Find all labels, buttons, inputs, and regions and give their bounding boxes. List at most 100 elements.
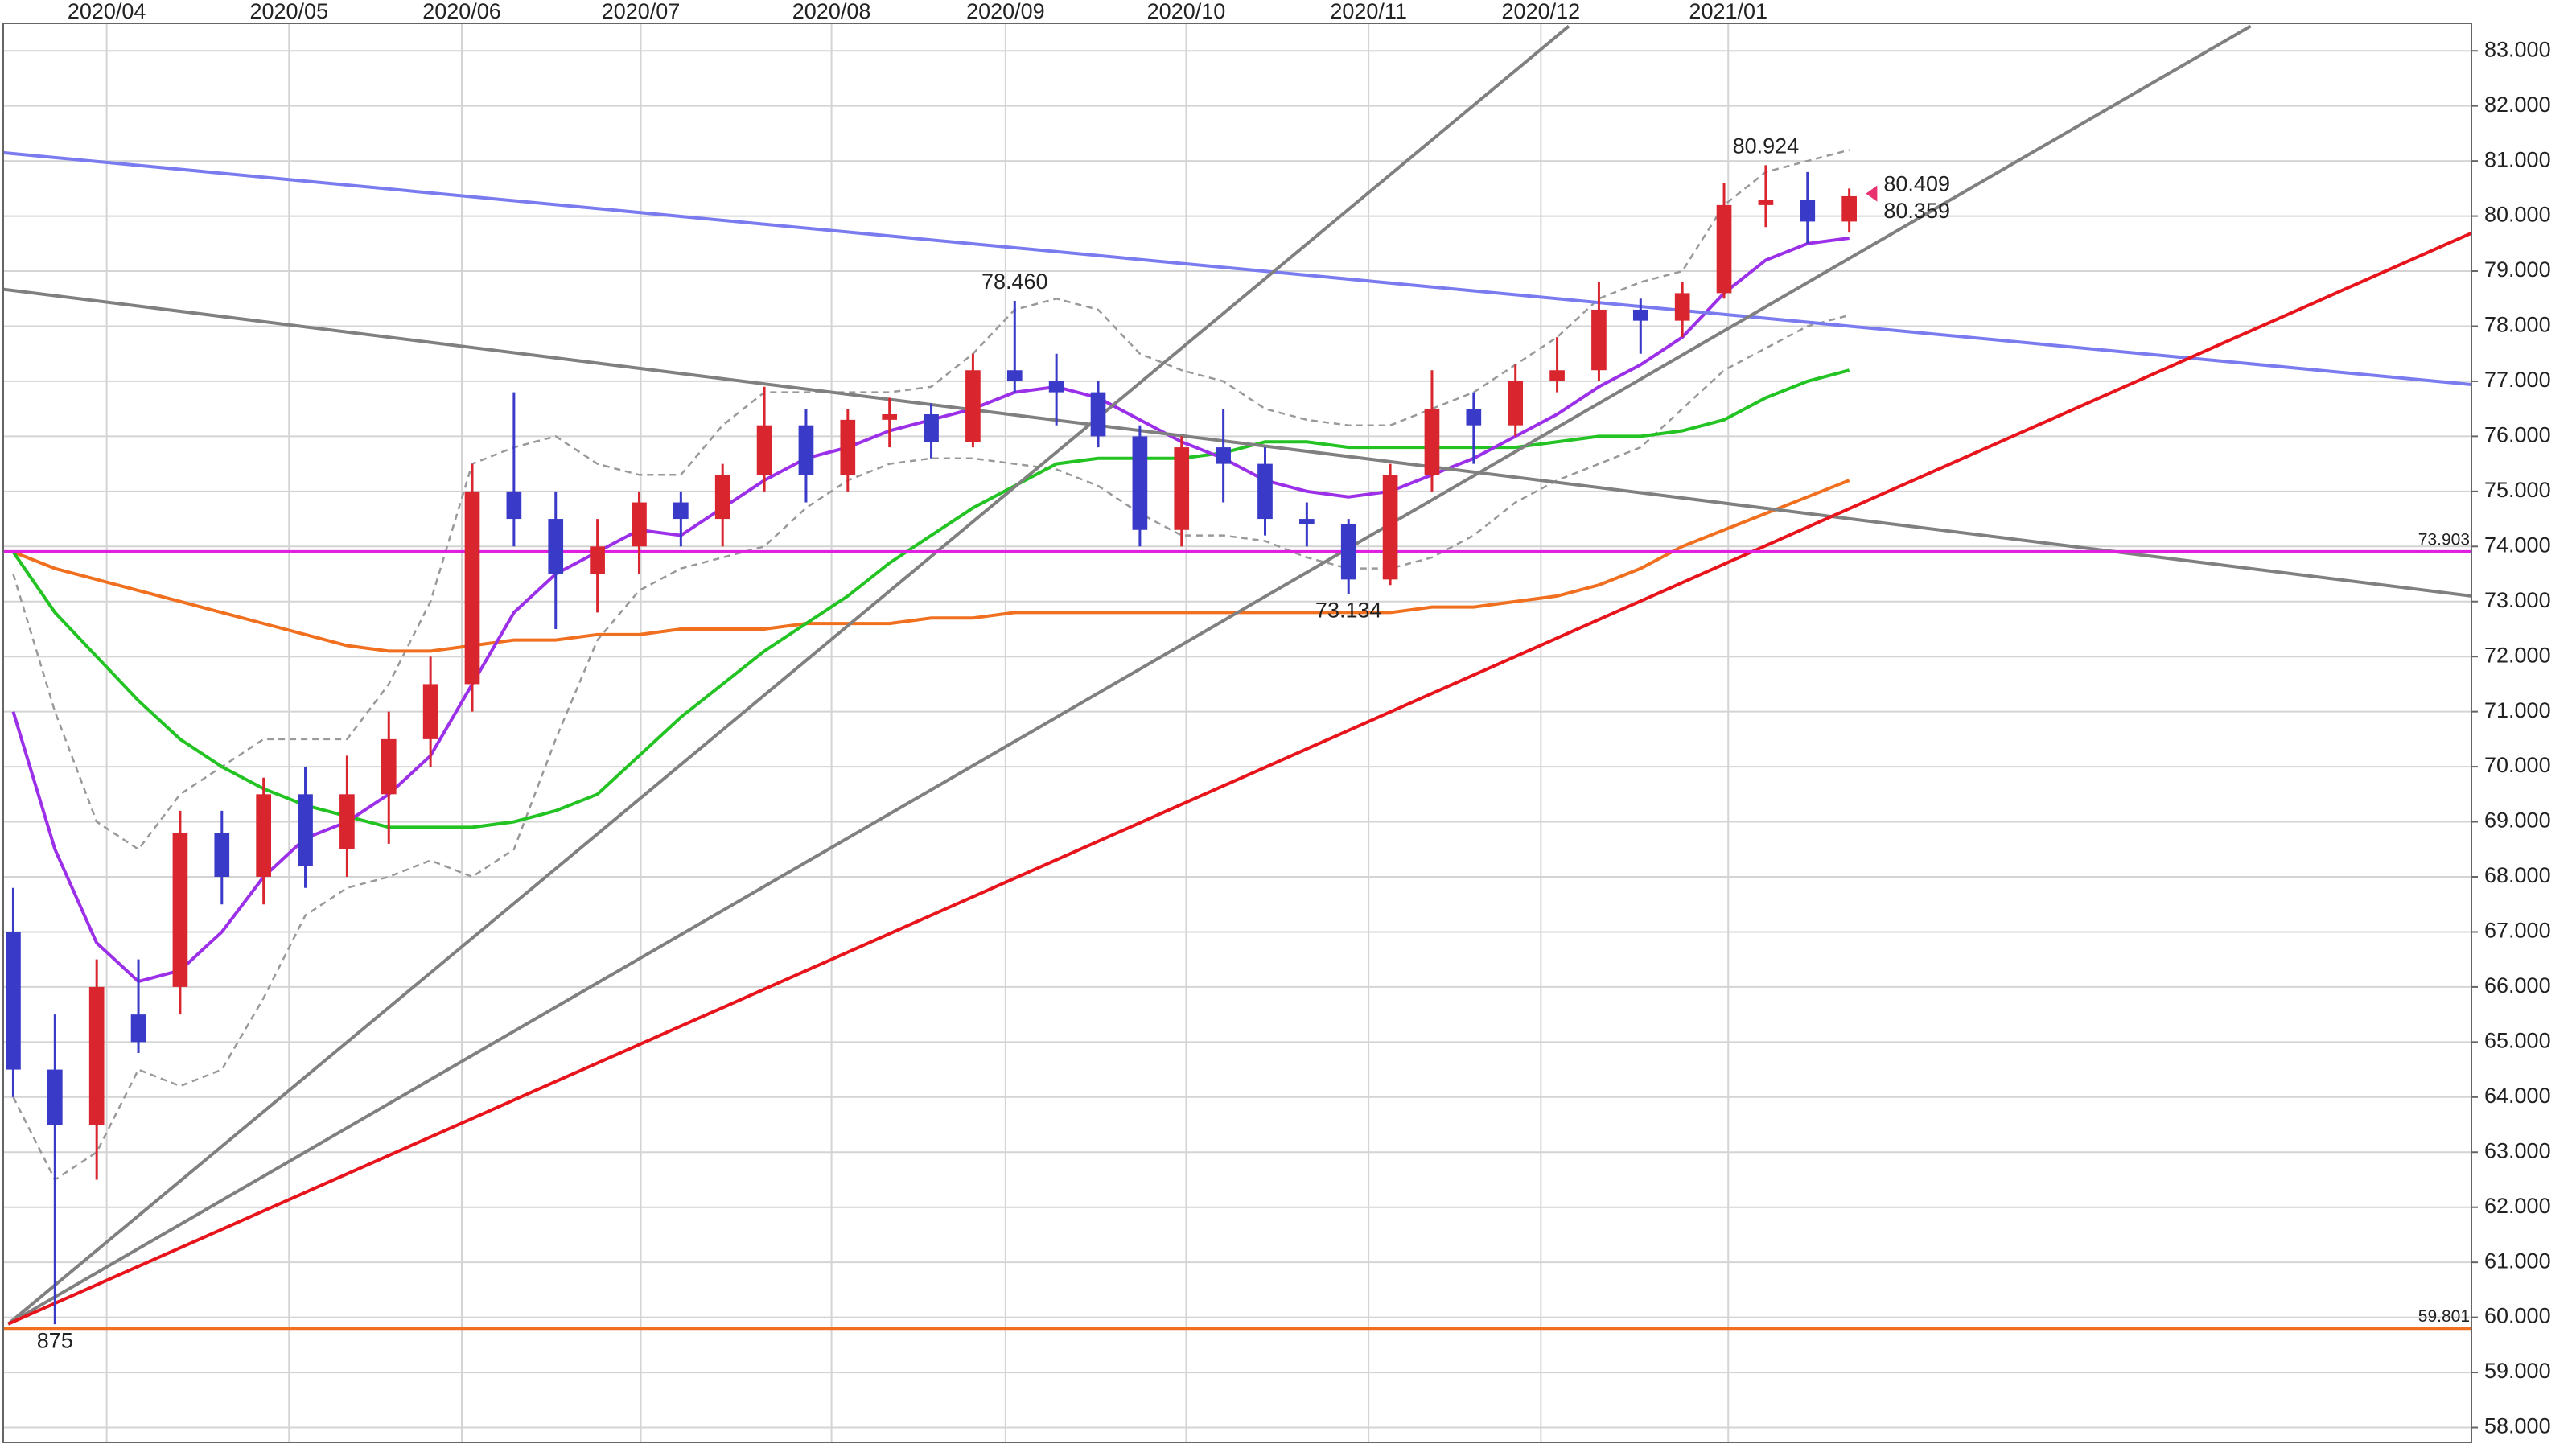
y-tick-label: 61.000	[2484, 1248, 2551, 1273]
y-tick-label: 77.000	[2484, 368, 2551, 392]
y-tick-label: 58.000	[2484, 1414, 2551, 1438]
candle-body	[1090, 392, 1106, 437]
candle-body	[1632, 309, 1648, 321]
candle-body	[840, 419, 856, 475]
candle-body	[673, 502, 689, 520]
candle-body	[464, 491, 480, 685]
candle-body	[632, 502, 647, 547]
plot-border	[2, 23, 2472, 1443]
candle-body	[1006, 370, 1023, 381]
y-tick-label: 64.000	[2484, 1084, 2551, 1108]
trend-line	[3, 150, 2471, 387]
candle-body	[548, 519, 564, 574]
candle-body	[1048, 381, 1064, 393]
indicator-line	[11, 368, 1850, 829]
candle-body	[214, 833, 230, 878]
candle-body	[1549, 370, 1565, 381]
x-tick-label: 2020/04	[68, 0, 146, 23]
candle-body	[1382, 475, 1398, 580]
price-annotation: 80.924	[1733, 134, 1800, 158]
candle-body	[6, 932, 21, 1070]
candle-body	[47, 1069, 63, 1125]
x-tick-label: 2021/01	[1689, 0, 1767, 23]
horizontal-line-label: 59.801	[2418, 1307, 2470, 1326]
candle-body	[1216, 447, 1231, 464]
candle-body	[422, 684, 438, 739]
current-price-label: 80.359	[1883, 199, 1950, 223]
y-tick-label: 63.000	[2484, 1138, 2551, 1162]
candle-body	[1674, 293, 1690, 321]
x-tick-label: 2020/10	[1147, 0, 1226, 23]
y-tick-label: 83.000	[2484, 37, 2551, 61]
price-annotation: 875	[37, 1328, 73, 1352]
candle-body	[130, 1014, 146, 1043]
candle-body	[1340, 524, 1356, 580]
x-tick-label: 2020/06	[422, 0, 501, 23]
y-tick-label: 73.000	[2484, 588, 2551, 612]
candle-body	[756, 425, 772, 475]
y-tick-label: 81.000	[2484, 147, 2551, 171]
price-marker	[1866, 185, 1878, 202]
candle-body	[1257, 463, 1273, 520]
x-tick-label: 2020/08	[792, 0, 871, 23]
candle-body	[1174, 447, 1190, 530]
x-tick-label: 2020/07	[602, 0, 681, 23]
y-tick-label: 76.000	[2484, 423, 2551, 447]
y-tick-label: 66.000	[2484, 973, 2551, 998]
x-tick-label: 2020/11	[1330, 0, 1407, 23]
current-price-label: 80.409	[1883, 172, 1950, 196]
candle-body	[965, 370, 981, 442]
candle-body	[1800, 200, 1816, 222]
trend-line	[7, 24, 2252, 1326]
price-annotation: 78.460	[981, 269, 1048, 294]
y-tick-label: 80.000	[2484, 203, 2551, 227]
candle-body	[339, 794, 355, 849]
price-annotation: 73.134	[1315, 599, 1382, 623]
x-tick-label: 2020/05	[249, 0, 328, 23]
candle-body	[882, 414, 898, 420]
trend-line	[3, 287, 2471, 598]
candle-body	[1132, 436, 1148, 530]
candle-body	[256, 794, 271, 878]
indicator-line	[12, 149, 1850, 851]
candle-body	[298, 794, 313, 866]
labels: 58.000 59.000 60.000 61.000 62.000 63.000 64.0…	[37, 0, 2551, 1438]
candle-body	[1716, 204, 1732, 294]
candle-body	[1424, 409, 1440, 475]
candle-body	[798, 425, 814, 475]
candle-body	[1299, 519, 1315, 524]
candle-body	[88, 986, 105, 1125]
grid	[3, 23, 2471, 1442]
y-tick-label: 62.000	[2484, 1194, 2551, 1218]
candle-body	[381, 738, 397, 795]
y-tick-label: 60.000	[2484, 1304, 2551, 1328]
x-tick-label: 2020/12	[1502, 0, 1581, 23]
candle-body	[714, 475, 730, 520]
y-tick-label: 68.000	[2484, 863, 2551, 887]
indicator-line	[12, 314, 1850, 1182]
y-tick-label: 59.000	[2484, 1359, 2551, 1383]
y-tick-label: 78.000	[2484, 313, 2551, 337]
indicator-line	[12, 479, 1850, 653]
y-tick-label: 82.000	[2484, 93, 2551, 117]
candle-body	[590, 546, 605, 574]
y-tick-label: 69.000	[2484, 808, 2551, 833]
y-tick-label: 65.000	[2484, 1028, 2551, 1052]
candle-body	[1758, 200, 1774, 205]
candle-body	[924, 414, 939, 442]
y-tick-label: 71.000	[2484, 698, 2551, 722]
trend-line	[6, 24, 1570, 1326]
candle-body	[1508, 381, 1524, 426]
x-tick-label: 2020/09	[966, 0, 1045, 23]
y-tick-label: 67.000	[2484, 919, 2551, 943]
candle-body	[1591, 309, 1607, 371]
trend-line	[7, 231, 2471, 1326]
candle-body	[1466, 409, 1482, 426]
candle-body	[172, 833, 188, 987]
candle-body	[1841, 195, 1857, 222]
horizontal-line-label: 73.903	[2418, 530, 2470, 549]
candle-body	[506, 491, 522, 520]
